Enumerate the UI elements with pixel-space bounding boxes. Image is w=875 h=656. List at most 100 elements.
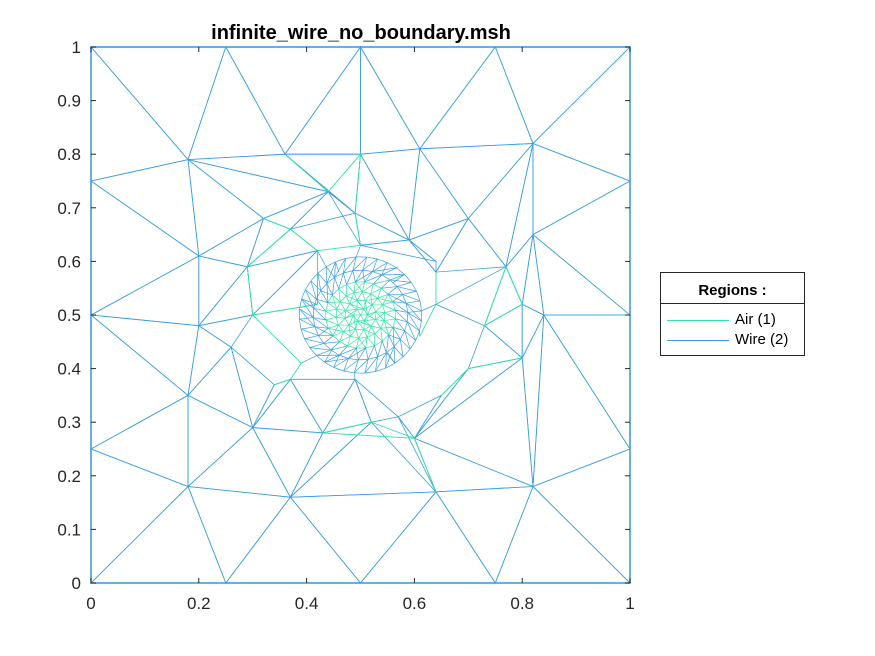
core-edge-121 xyxy=(332,331,344,337)
core-edge-61 xyxy=(350,329,357,337)
core-edge-278 xyxy=(324,354,340,363)
core-edge-326 xyxy=(372,258,378,272)
core-edge-105 xyxy=(365,345,375,349)
core-edge-328 xyxy=(372,262,388,272)
core-edge-123 xyxy=(325,319,329,329)
core-edge-69 xyxy=(335,309,338,318)
air-edge-11 xyxy=(252,303,318,316)
air-edge-23 xyxy=(419,304,437,337)
mesh-element-35 xyxy=(397,416,437,493)
core-edge-15 xyxy=(363,325,372,330)
air-edge-18 xyxy=(484,266,507,326)
mesh-element-11 xyxy=(90,46,227,161)
mesh-element-30 xyxy=(187,426,292,498)
core-edge-12 xyxy=(370,319,376,327)
core-edge-357 xyxy=(402,348,411,358)
core-edge-99 xyxy=(380,320,385,329)
core-edge-149 xyxy=(362,281,365,292)
core-edge-139 xyxy=(338,288,341,302)
core-edge-273 xyxy=(324,361,334,368)
core-edge-145 xyxy=(353,282,356,293)
core-edge-235 xyxy=(373,279,391,285)
core-edge-93 xyxy=(382,304,386,313)
mesh-element-31 xyxy=(187,394,254,488)
core-edge-200 xyxy=(314,326,329,329)
core-edge-51 xyxy=(366,333,375,338)
core-edge-56 xyxy=(363,329,368,338)
mesh-element-25 xyxy=(187,46,286,161)
core-edge-319 xyxy=(343,256,357,274)
core-edge-317 xyxy=(343,258,346,274)
wire-core-mesh xyxy=(298,245,437,380)
core-edge-355 xyxy=(406,321,416,341)
core-edge-229 xyxy=(355,271,373,283)
core-edge-165 xyxy=(392,318,396,328)
core-edge-147 xyxy=(364,281,374,285)
core-edge-251 xyxy=(395,318,408,323)
core-edge-303 xyxy=(310,272,319,282)
core-edge-284 xyxy=(309,343,324,348)
air-edge-15 xyxy=(322,421,372,434)
core-edge-50 xyxy=(371,325,381,329)
core-edge-174 xyxy=(368,356,378,360)
core-edge-234 xyxy=(389,279,398,287)
core-edge-250 xyxy=(394,309,408,323)
core-edge-226 xyxy=(355,269,364,283)
core-link-11 xyxy=(335,261,340,273)
core-edge-6 xyxy=(353,309,358,316)
mesh-element-67 xyxy=(414,357,523,439)
core-edge-310 xyxy=(325,266,328,284)
y-tick-label: 0.7 xyxy=(57,199,81,218)
core-edge-225 xyxy=(362,269,373,272)
air-edge-17 xyxy=(505,266,523,305)
core-edge-175 xyxy=(377,340,383,357)
core-edge-286 xyxy=(304,338,324,344)
mesh-element-29 xyxy=(90,394,189,488)
core-edge-227 xyxy=(362,270,365,282)
y-tick-label: 0.2 xyxy=(57,467,81,486)
core-edge-282 xyxy=(304,338,311,348)
core-edge-222 xyxy=(352,269,363,272)
core-edge-178 xyxy=(367,345,375,360)
core-link-5 xyxy=(353,372,356,380)
air-edge-7 xyxy=(290,362,302,380)
core-edge-260 xyxy=(388,334,395,347)
core-edge-136 xyxy=(332,295,338,310)
core-edge-356 xyxy=(404,330,416,341)
mesh-element-28 xyxy=(89,314,200,397)
core-edge-240 xyxy=(402,294,407,304)
core-edge-195 xyxy=(314,326,319,336)
core-edge-60 xyxy=(343,331,351,337)
core-edge-54 xyxy=(358,337,368,339)
core-edge-129 xyxy=(325,302,329,312)
core-edge-266 xyxy=(364,359,369,374)
core-edge-267 xyxy=(343,370,355,374)
core-edge-343 xyxy=(402,294,421,302)
air-edge-4 xyxy=(247,228,291,268)
core-edge-130 xyxy=(325,310,337,318)
core-edge-203 xyxy=(313,317,326,321)
core-edge-84 xyxy=(362,291,371,295)
core-edge-221 xyxy=(343,273,347,285)
mesh-element-0 xyxy=(90,485,227,584)
core-edge-163 xyxy=(382,304,396,311)
core-edge-205 xyxy=(313,307,327,321)
core-edge-312 xyxy=(335,258,346,263)
core-edge-359 xyxy=(400,339,411,350)
core-edge-157 xyxy=(377,293,389,299)
core-edge-321 xyxy=(366,256,378,260)
core-edge-39 xyxy=(364,300,373,306)
core-edge-329 xyxy=(381,262,388,276)
core-edge-325 xyxy=(362,258,378,271)
mesh-element-24 xyxy=(360,45,421,155)
air-edge-21 xyxy=(441,368,469,396)
core-edge-337 xyxy=(390,279,412,283)
core-edge-193 xyxy=(323,341,340,344)
mesh-element-34 xyxy=(289,421,437,498)
core-edge-22 xyxy=(355,320,358,330)
y-tick-label: 0.4 xyxy=(57,360,81,379)
core-edge-97 xyxy=(375,311,385,314)
core-edge-64 xyxy=(343,328,356,332)
mesh-element-47 xyxy=(354,152,410,241)
core-edge-113 xyxy=(356,338,359,349)
